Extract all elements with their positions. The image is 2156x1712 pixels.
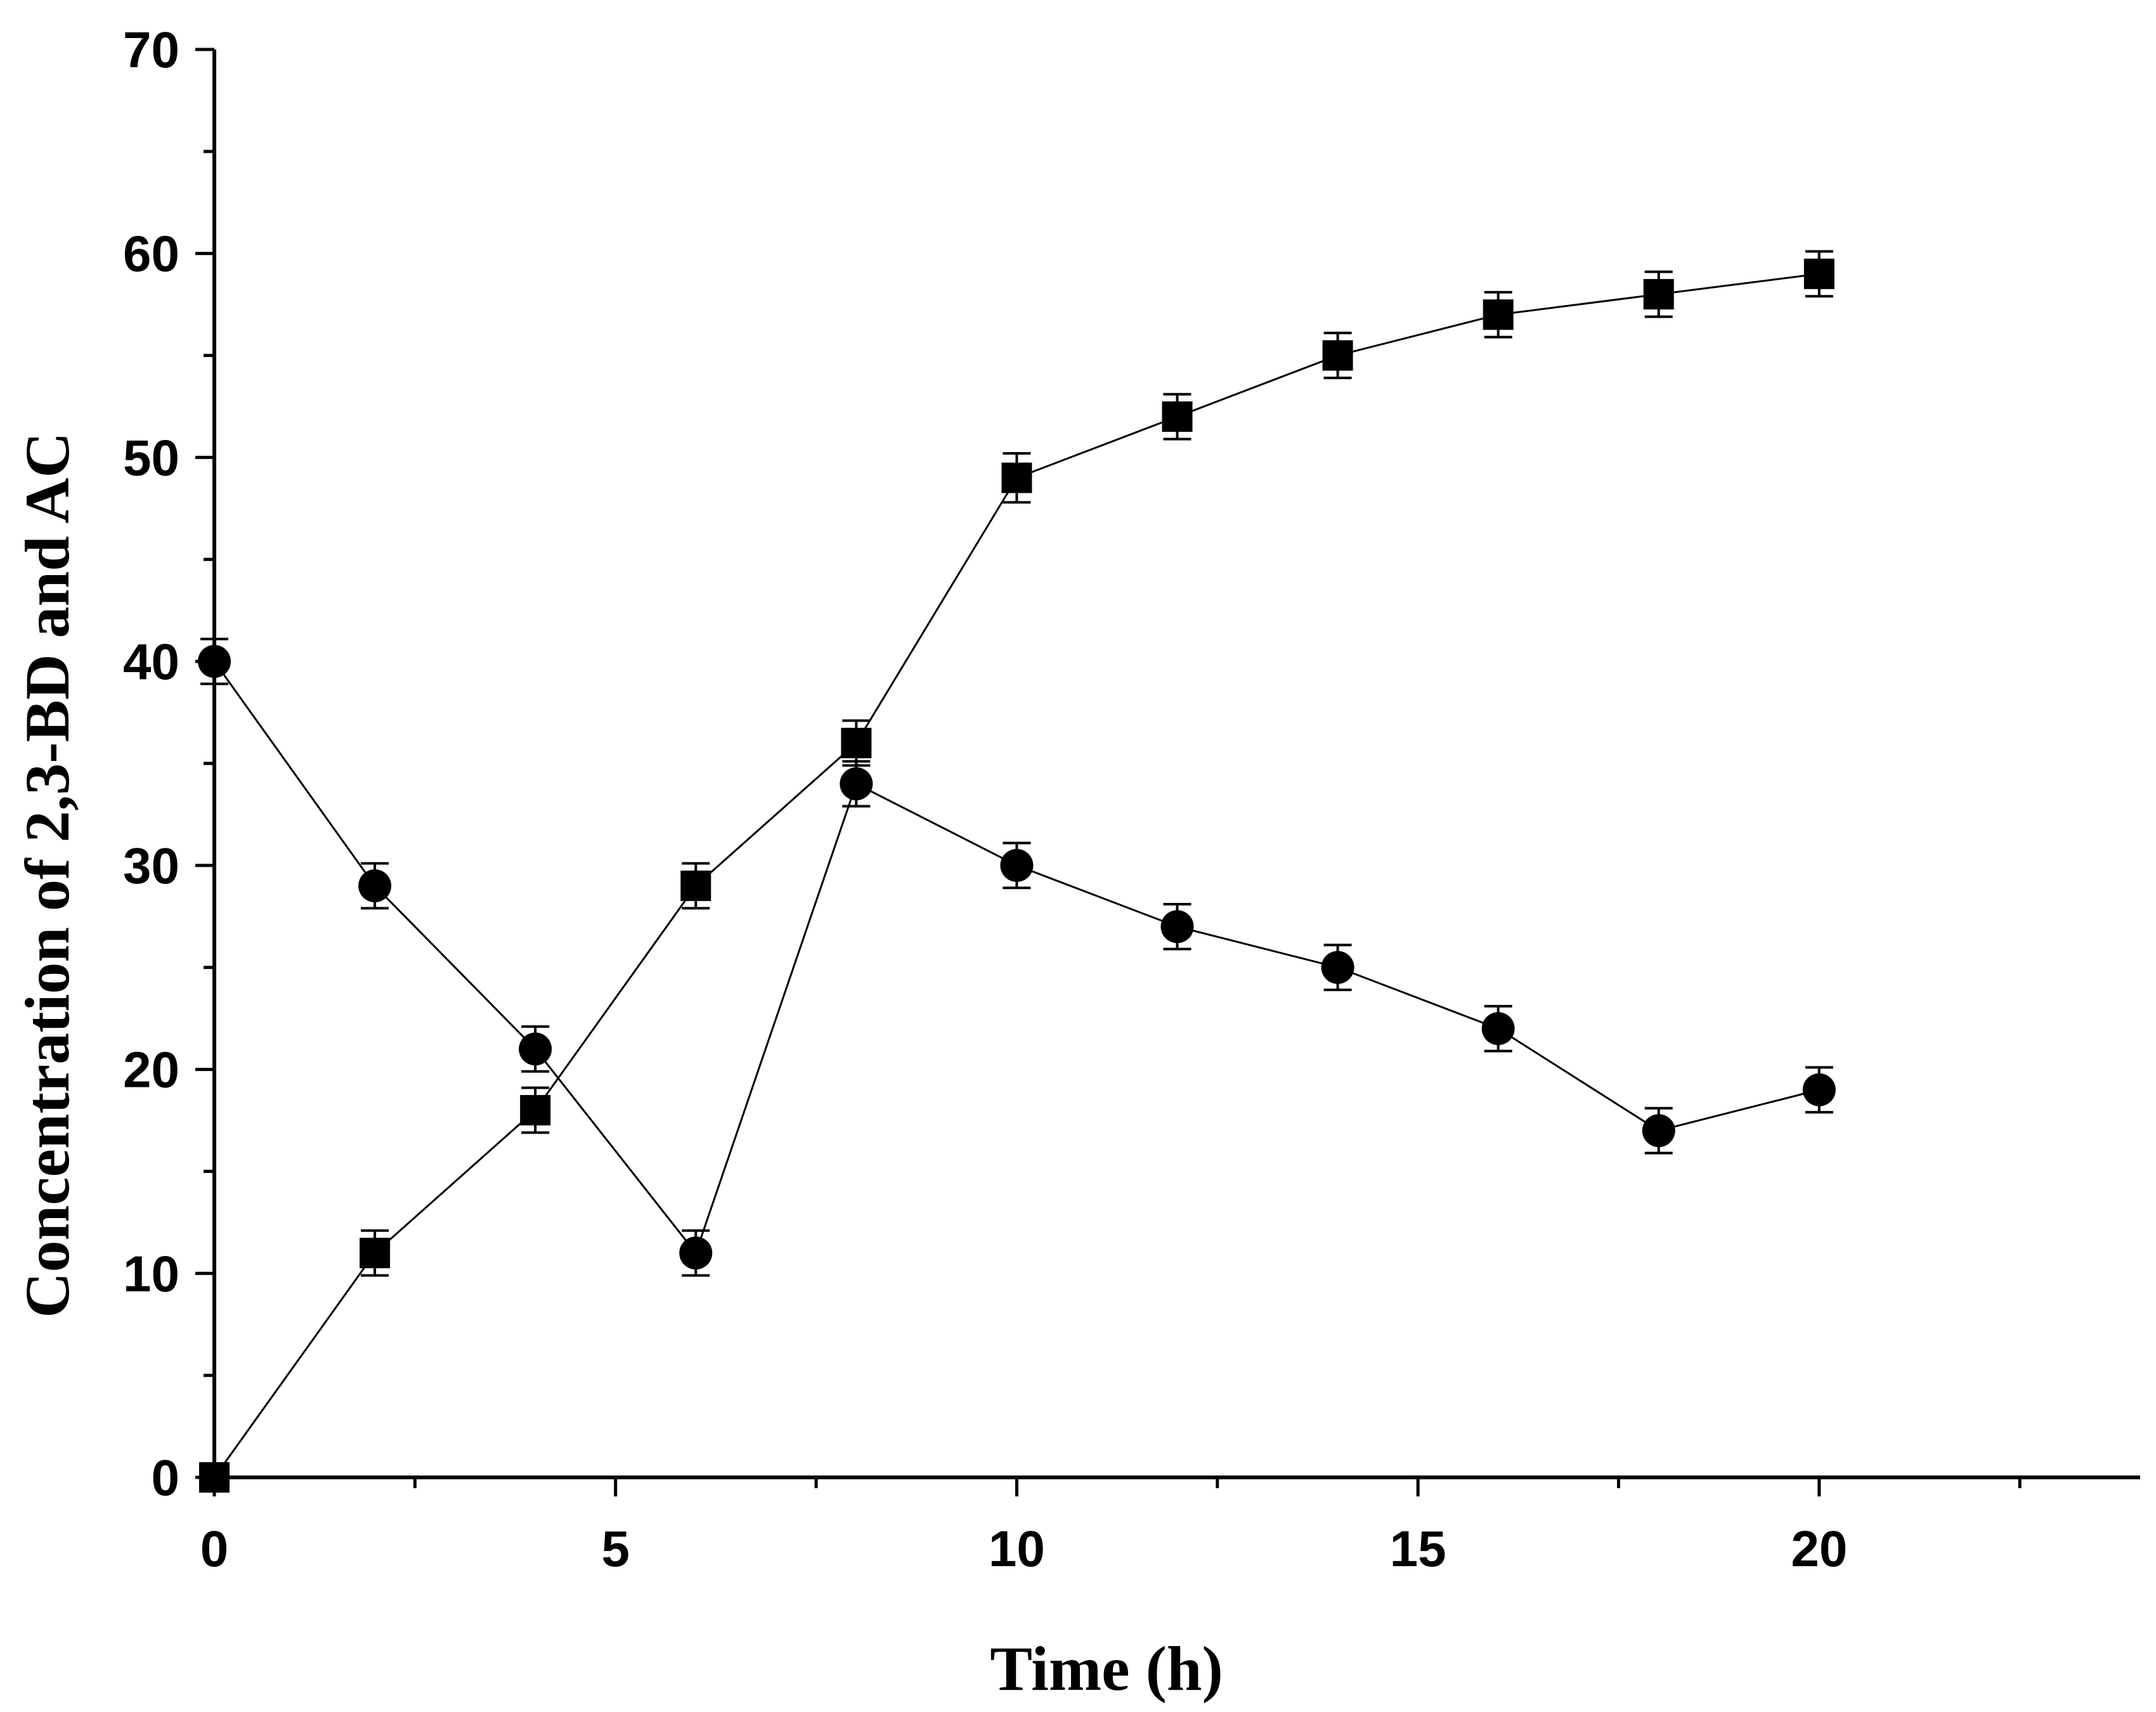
- data-point-ac: [1642, 1114, 1675, 1148]
- data-point-2-3-bd: [360, 1238, 391, 1269]
- data-point-ac: [1321, 950, 1354, 984]
- x-tick-label: 5: [601, 1521, 630, 1577]
- data-point-2-3-bd: [680, 871, 711, 902]
- data-point-ac: [358, 869, 392, 903]
- x-tick-label: 20: [1791, 1521, 1847, 1577]
- y-tick-label: 30: [123, 838, 179, 894]
- data-point-2-3-bd: [1803, 258, 1835, 289]
- data-point-ac: [1481, 1012, 1515, 1046]
- data-point-ac: [840, 767, 873, 801]
- data-point-ac: [1000, 848, 1034, 882]
- data-point-2-3-bd: [1322, 340, 1353, 371]
- data-point-2-3-bd: [1001, 462, 1032, 493]
- y-tick-label: 40: [123, 633, 179, 690]
- x-tick-label: 0: [200, 1521, 229, 1577]
- y-tick-label: 0: [152, 1449, 180, 1506]
- y-tick-label: 60: [123, 226, 179, 282]
- x-axis-title: Time (h): [990, 1633, 1223, 1704]
- data-point-2-3-bd: [520, 1094, 551, 1125]
- y-tick-label: 50: [123, 429, 179, 486]
- x-tick-label: 10: [989, 1521, 1045, 1577]
- y-tick-label: 20: [123, 1042, 179, 1098]
- data-point-2-3-bd: [1162, 401, 1193, 432]
- data-point-ac: [1160, 910, 1194, 944]
- y-tick-label: 10: [123, 1245, 179, 1302]
- data-point-2-3-bd: [1643, 279, 1674, 310]
- axis-layer: 0 5 10 15 20 0 10 20 30 40 50 60 70: [123, 22, 2140, 1577]
- series-ac: [198, 637, 1836, 1277]
- data-point-2-3-bd: [1483, 299, 1514, 330]
- data-point-ac: [519, 1032, 552, 1066]
- data-point-2-3-bd: [841, 727, 872, 758]
- data-point-ac: [679, 1236, 713, 1270]
- x-tick-label: 15: [1390, 1521, 1446, 1577]
- y-axis-title: Concentration of 2,3-BD and AC: [12, 432, 82, 1318]
- data-point-ac: [1802, 1073, 1836, 1106]
- y-tick-label: 70: [123, 22, 179, 78]
